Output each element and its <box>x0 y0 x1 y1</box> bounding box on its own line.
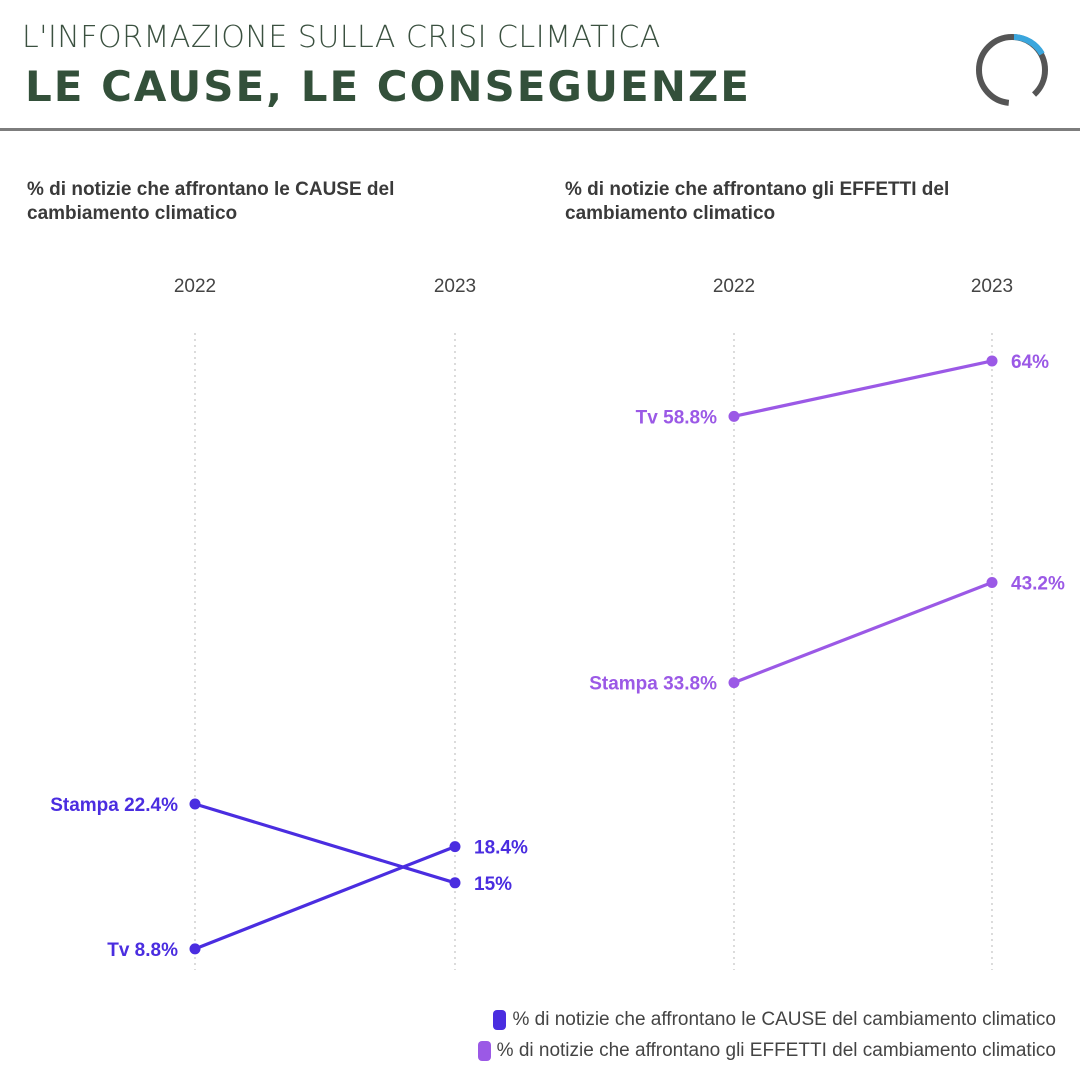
effetti-series-line-tv <box>733 359 993 418</box>
effetti-point-stampa-2023 <box>986 576 998 588</box>
effetti-label-stampa-2023: 43.2% <box>1011 573 1065 594</box>
legend-swatch-effetti <box>477 1040 491 1061</box>
effetti-point-tv-2023 <box>986 355 998 367</box>
cause-label-tv-2022: Tv 8.8% <box>107 940 178 961</box>
ring-logo-icon <box>976 34 1048 106</box>
effetti-chart-title-line-2: cambiamento climatico <box>565 203 775 224</box>
effetti-year-label-2023: 2023 <box>971 276 1013 297</box>
effetti-year-label-2022: 2022 <box>713 276 755 297</box>
legend-item-cause: % di notizie che affrontano le CAUSE del… <box>478 1004 1056 1035</box>
cause-series-line-stampa <box>194 802 456 885</box>
cause-point-stampa-2022 <box>189 798 201 810</box>
cause-series-line-tv <box>194 845 456 951</box>
header-kicker: L'INFORMAZIONE SULLA CRISI CLIMATICA <box>22 20 661 55</box>
slope-charts: % di notizie che affrontano le CAUSE del… <box>27 179 1065 970</box>
effetti-label-tv-2023: 64% <box>1011 352 1049 373</box>
legend-swatch-cause <box>493 1009 507 1030</box>
cause-chart-title-line-1: % di notizie che affrontano le CAUSE del <box>27 179 394 200</box>
cause-point-tv-2023 <box>449 841 461 853</box>
legend-item-effetti: % di notizie che affrontano gli EFFETTI … <box>477 1035 1056 1066</box>
logo-accent-arc <box>1013 34 1045 56</box>
effetti-chart-title-line-1: % di notizie che affrontano gli EFFETTI … <box>565 179 949 200</box>
legend-label-effetti: % di notizie che affrontano gli EFFETTI … <box>496 1039 1056 1061</box>
cause-year-label-2022: 2022 <box>174 276 216 297</box>
header-divider <box>0 128 1080 131</box>
cause-point-stampa-2023 <box>449 877 461 889</box>
chart-legend: % di notizie che affrontano le CAUSE del… <box>477 1004 1056 1066</box>
effetti-series-line-stampa <box>733 580 993 685</box>
effetti-point-tv-2022 <box>728 410 740 422</box>
cause-point-tv-2022 <box>189 943 201 955</box>
cause-label-stampa-2023: 15% <box>474 874 512 895</box>
legend-label-cause: % di notizie che affrontano le CAUSE del… <box>512 1008 1056 1030</box>
effetti-point-stampa-2022 <box>728 677 740 689</box>
logo-ring <box>976 34 1048 106</box>
cause-chart-title-line-2: cambiamento climatico <box>27 203 237 224</box>
cause-year-label-2023: 2023 <box>434 276 476 297</box>
effetti-label-tv-2022: Tv 58.8% <box>636 407 717 428</box>
page-title: LE CAUSE, LE CONSEGUENZE <box>25 62 751 111</box>
cause-label-tv-2023: 18.4% <box>474 838 528 859</box>
effetti-label-stampa-2022: Stampa 33.8% <box>589 674 717 695</box>
cause-label-stampa-2022: Stampa 22.4% <box>50 795 178 816</box>
